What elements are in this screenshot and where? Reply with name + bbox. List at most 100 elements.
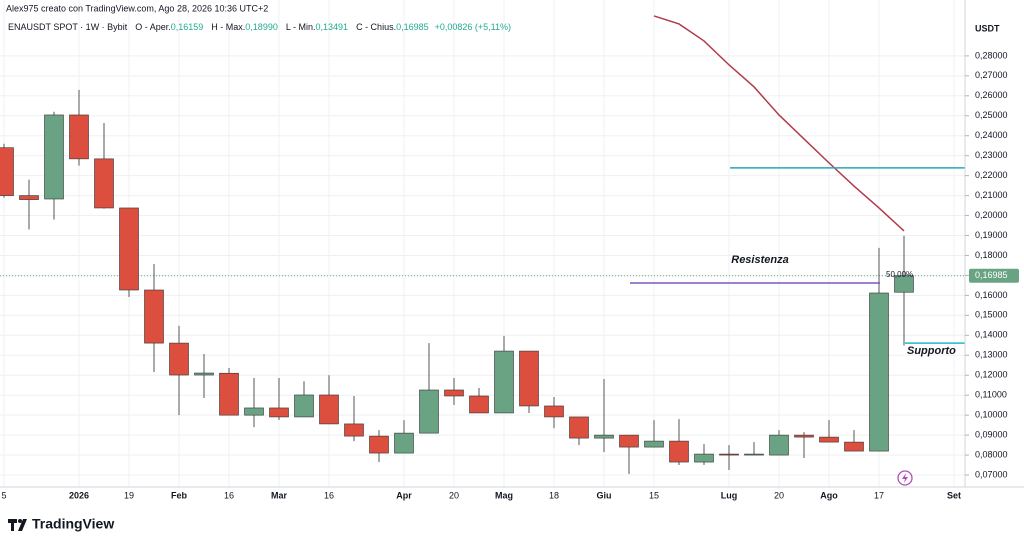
candle-body bbox=[419, 389, 439, 434]
ohlc-value: 0,16985 bbox=[396, 22, 429, 32]
y-tick-label: 0,26000 bbox=[975, 90, 1008, 100]
candle-body bbox=[869, 292, 889, 452]
y-tick-label: 0,14000 bbox=[975, 330, 1008, 340]
y-tick-label: 0,10000 bbox=[975, 410, 1008, 420]
x-tick-label: 2026 bbox=[69, 490, 89, 500]
candle-body bbox=[144, 289, 164, 344]
candle-body bbox=[444, 389, 464, 397]
x-tick-label: 16 bbox=[324, 490, 334, 500]
x-tick-label: Apr bbox=[396, 490, 412, 500]
candle-body bbox=[0, 147, 14, 196]
price-tag-label: 0,16985 bbox=[975, 270, 1008, 280]
ohlc-label: O - Aper. bbox=[135, 22, 171, 32]
y-tick-label: 0,08000 bbox=[975, 449, 1008, 459]
annotation: 50,00% bbox=[886, 270, 913, 279]
annotation: Resistenza bbox=[731, 254, 788, 266]
annotation: Supporto bbox=[907, 345, 956, 357]
x-tick-label: Feb bbox=[171, 490, 188, 500]
x-tick-label: 5 bbox=[1, 490, 6, 500]
y-tick-label: 0,11000 bbox=[975, 390, 1007, 400]
candle-body bbox=[119, 207, 139, 291]
x-tick-label: 18 bbox=[549, 490, 559, 500]
candle-body bbox=[344, 423, 364, 437]
candle-body bbox=[44, 114, 64, 200]
candle-body bbox=[894, 275, 914, 293]
marks bbox=[0, 15, 965, 475]
candle-body bbox=[219, 372, 239, 416]
header: ENAUSDT SPOT · 1W · Bybit O - Aper.0,1615… bbox=[8, 22, 511, 32]
logo-mark bbox=[8, 519, 27, 531]
y-tick-label: 0,18000 bbox=[975, 250, 1008, 260]
x-tick-label: Mar bbox=[271, 490, 288, 500]
price-tag bbox=[969, 268, 1019, 283]
ohlc-label: H - Max. bbox=[211, 22, 245, 32]
x-tick-label: Set bbox=[947, 490, 961, 500]
x-tick-label: Lug bbox=[721, 490, 738, 500]
candle-body bbox=[544, 405, 564, 418]
candle-body bbox=[194, 372, 214, 376]
candle-body bbox=[619, 434, 639, 448]
candle-body bbox=[494, 350, 514, 414]
candle-body bbox=[69, 114, 89, 160]
ohlc-label: L - Min. bbox=[286, 22, 316, 32]
x-tick-label: 20 bbox=[774, 490, 784, 500]
candle-body bbox=[744, 453, 764, 456]
x-tick-label: 17 bbox=[874, 490, 884, 500]
y-tick-label: 0,15000 bbox=[975, 310, 1008, 320]
candle-body bbox=[644, 440, 664, 448]
x-tick-label: Giu bbox=[597, 490, 612, 500]
y-tick-label: 0,07000 bbox=[975, 469, 1008, 479]
candle-body bbox=[794, 434, 814, 438]
x-tick-label: 15 bbox=[649, 490, 659, 500]
candle-body bbox=[844, 441, 864, 452]
ohlc-label: C - Chius. bbox=[356, 22, 396, 32]
y-tick-label: 0,27000 bbox=[975, 70, 1008, 80]
currency: USDT bbox=[975, 23, 1000, 33]
ohlc-value: 0,16159 bbox=[171, 22, 204, 32]
candle-body bbox=[394, 432, 414, 454]
y-tick-label: 0,20000 bbox=[975, 210, 1008, 220]
brand: TradingView bbox=[32, 516, 114, 532]
event-icon[interactable] bbox=[897, 470, 913, 486]
candle-body bbox=[819, 436, 839, 443]
y-tick-label: 0,23000 bbox=[975, 150, 1008, 160]
ohlc-value: 0,13491 bbox=[316, 22, 349, 32]
y-tick-label: 0,13000 bbox=[975, 350, 1008, 360]
y-tick-label: 0,22000 bbox=[975, 170, 1008, 180]
candle-body bbox=[169, 342, 189, 376]
logo: TradingView bbox=[8, 516, 114, 532]
y-tick-label: 0,09000 bbox=[975, 429, 1008, 439]
candle-body bbox=[244, 407, 264, 416]
candle-body bbox=[769, 434, 789, 456]
candle-body bbox=[369, 435, 389, 454]
candle-body bbox=[469, 395, 489, 414]
ohlc-value: 0,18990 bbox=[245, 22, 278, 32]
credit: Alex975 creato con TradingView.com, Ago … bbox=[6, 3, 268, 13]
change: +0,00826 (+5,11%) bbox=[435, 22, 511, 32]
candle-body bbox=[269, 407, 289, 418]
symbol: ENAUSDT SPOT · 1W · Bybit bbox=[8, 22, 128, 32]
candle-body bbox=[569, 416, 589, 439]
y-tick-label: 0,21000 bbox=[975, 190, 1008, 200]
candle-body bbox=[19, 195, 39, 200]
x-tick-label: 19 bbox=[124, 490, 134, 500]
y-tick-label: 0,19000 bbox=[975, 230, 1008, 240]
x-tick-label: 16 bbox=[224, 490, 234, 500]
x-tick-label: 20 bbox=[449, 490, 459, 500]
candle-body bbox=[519, 350, 539, 407]
candle-body bbox=[669, 440, 689, 463]
x-tick-label: Mag bbox=[495, 490, 513, 500]
candle-body bbox=[594, 434, 614, 439]
candle-body bbox=[94, 158, 114, 209]
y-tick-label: 0,24000 bbox=[975, 130, 1008, 140]
y-tick-label: 0,28000 bbox=[975, 50, 1008, 60]
y-tick-label: 0,12000 bbox=[975, 370, 1008, 380]
moving-average bbox=[653, 15, 905, 232]
y-tick-label: 0,16000 bbox=[975, 290, 1008, 300]
y-tick-label: 0,25000 bbox=[975, 110, 1008, 120]
candle-body bbox=[719, 453, 739, 456]
candle-body bbox=[319, 394, 339, 425]
event-icon bbox=[902, 473, 908, 483]
